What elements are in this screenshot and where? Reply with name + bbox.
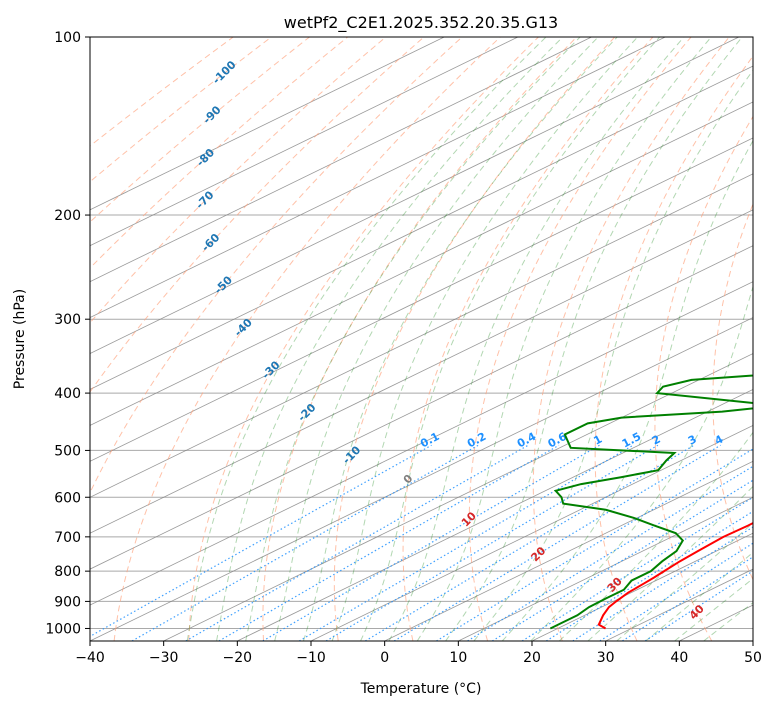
x-axis-title: Temperature (°C) <box>360 681 482 697</box>
moist-adiabat-line <box>445 37 743 641</box>
mixing-ratio-line <box>572 526 753 641</box>
isotherm-line <box>310 424 753 641</box>
mixing-ratio-line <box>393 444 721 641</box>
x-tick-label: 40 <box>670 650 688 666</box>
isobar-lines <box>90 37 753 629</box>
mixing-ratio-line <box>185 444 529 641</box>
isotherm-line <box>90 281 753 606</box>
x-tick-label: 0 <box>380 650 389 666</box>
mixing-ratio-lines <box>90 444 753 641</box>
dry-adiabat-lines <box>90 37 753 641</box>
moist-adiabat-line <box>616 522 753 641</box>
isotherm-line <box>90 37 519 247</box>
x-tick-label: 50 <box>744 650 762 666</box>
y-tick-label: 900 <box>54 594 81 610</box>
moist-adiabat-line <box>331 37 638 641</box>
moist-adiabat-line <box>186 37 547 641</box>
isotherm-line <box>384 460 753 641</box>
mixing-ratio-line <box>298 444 634 641</box>
y-tick-label: 100 <box>54 30 81 46</box>
moist-adiabat-line <box>388 37 685 641</box>
temperature-line <box>597 521 753 630</box>
isotherm-line <box>90 37 666 319</box>
chart-title: wetPf2_C2E1.2025.352.20.35.G13 <box>284 13 558 33</box>
x-tick-label: −40 <box>75 650 105 666</box>
moist-adiabat-line <box>302 37 618 641</box>
isotherm-line <box>90 317 753 641</box>
isotherm-line <box>531 532 753 641</box>
x-tick-label: −30 <box>149 650 179 666</box>
y-tick-label: 200 <box>54 208 81 224</box>
dry-adiabat-line <box>188 37 539 641</box>
dry-adiabat-line <box>712 202 753 581</box>
moist-adiabat-line <box>530 284 753 641</box>
y-tick-label: 1000 <box>45 621 81 637</box>
isotherm-lines <box>90 37 753 641</box>
dry-adiabat-line <box>402 37 654 641</box>
dry-adiabat-line <box>654 115 753 641</box>
isotherm-line <box>90 37 592 283</box>
mixing-ratio-line <box>218 444 560 641</box>
moist-adiabat-line <box>360 37 661 641</box>
y-tick-label: 800 <box>54 564 81 580</box>
y-tick-label: 300 <box>54 312 81 328</box>
dry-adiabat-line <box>594 55 753 641</box>
dry-adiabat-line <box>468 37 692 641</box>
isotherm-line <box>90 65 753 390</box>
x-axis: −40 −30 −20 −10 0 10 20 30 40 50 <box>75 641 762 666</box>
isotherm-line <box>90 37 445 211</box>
plot-area: 0.10.20.40.611.52346810131620253036-100-… <box>90 37 753 641</box>
x-tick-label: 20 <box>523 650 541 666</box>
moist-adiabat-line <box>245 37 581 641</box>
y-tick-label: 400 <box>54 386 81 402</box>
x-tick-label: 10 <box>449 650 467 666</box>
isotherm-line <box>90 209 753 534</box>
moist-adiabat-line <box>501 139 753 641</box>
dewpoint-line <box>549 374 753 630</box>
plot-frame <box>89 36 754 642</box>
mixing-ratio-line <box>90 444 432 638</box>
x-tick-label: −20 <box>223 650 253 666</box>
y-tick-label: 500 <box>54 443 81 459</box>
moist-adiabat-lines <box>186 37 753 641</box>
dry-adiabat-line <box>532 37 730 641</box>
isotherm-line <box>458 496 753 641</box>
moist-adiabat-line <box>274 37 599 641</box>
mixing-ratio-line <box>467 465 753 641</box>
isotherm-line <box>163 353 753 641</box>
moist-adiabat-line <box>216 37 564 641</box>
moist-adiabat-line <box>416 37 712 641</box>
dry-adiabat-line <box>90 37 310 223</box>
dry-adiabat-line <box>90 37 463 494</box>
mixing-ratio-line <box>436 448 753 641</box>
y-tick-label: 600 <box>54 490 81 506</box>
x-tick-label: −10 <box>296 650 326 666</box>
mixing-ratio-line <box>545 510 753 641</box>
y-tick-label: 700 <box>54 530 81 546</box>
isotherm-line <box>237 389 753 641</box>
mixing-ratio-line <box>599 542 753 641</box>
isotherm-line <box>90 101 753 426</box>
dry-adiabat-line <box>113 37 501 641</box>
mixing-ratio-line <box>521 496 753 641</box>
isotherm-line <box>90 37 740 354</box>
moist-adiabat-line <box>587 485 753 641</box>
y-axis-title: Pressure (hPa) <box>12 289 28 389</box>
isotherm-line <box>90 137 753 462</box>
dry-adiabat-line <box>333 37 616 641</box>
mixing-ratio-line <box>622 556 753 641</box>
mixing-ratio-line <box>325 444 659 641</box>
isotherm-line <box>90 245 753 570</box>
dry-adiabat-line <box>262 37 577 641</box>
y-axis: 100 200 300 400 500 600 700 800 900 1000 <box>45 30 90 637</box>
mixing-ratio-line <box>262 444 600 641</box>
isotherm-line <box>90 173 753 498</box>
x-tick-label: 30 <box>597 650 615 666</box>
dry-adiabat-line <box>90 37 348 269</box>
